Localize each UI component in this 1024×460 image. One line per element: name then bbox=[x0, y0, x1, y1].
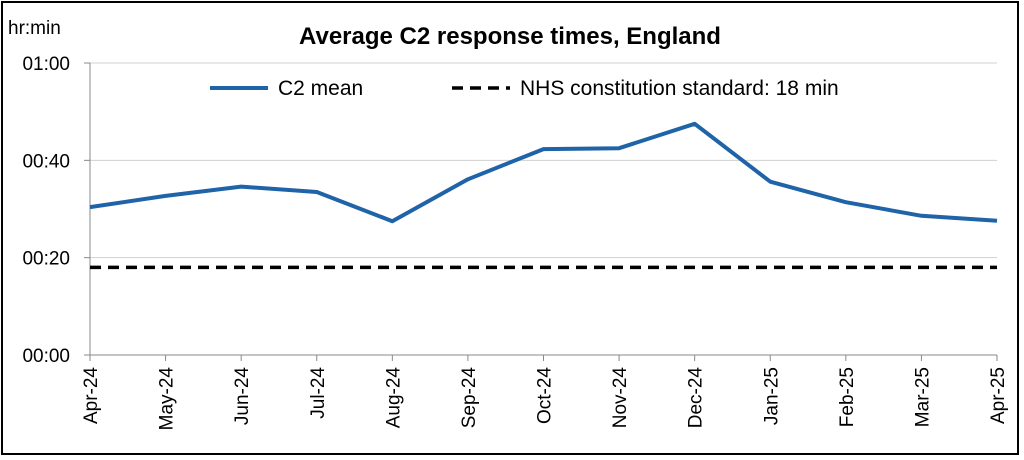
gridlines bbox=[90, 62, 997, 259]
axes bbox=[84, 62, 998, 361]
x-tick-label: Oct-24 bbox=[535, 367, 556, 424]
x-tick-label: Mar-25 bbox=[912, 367, 933, 427]
y-tick-label: 00:20 bbox=[22, 249, 70, 270]
x-tick-label: Feb-25 bbox=[837, 367, 858, 427]
series-lines bbox=[89, 121, 998, 270]
x-tick-label: Aug-24 bbox=[383, 367, 404, 429]
x-tick-label: Apr-24 bbox=[81, 367, 102, 424]
y-tick-label: 00:40 bbox=[22, 151, 70, 172]
x-tick-label: May-24 bbox=[157, 367, 178, 431]
x-tick-label: Jun-24 bbox=[232, 367, 253, 426]
y-tick-label: 01:00 bbox=[22, 54, 70, 75]
y-axis-unit-label: hr:min bbox=[8, 18, 61, 39]
x-tick-label: Sep-24 bbox=[459, 367, 480, 429]
x-tick-label: Jan-25 bbox=[761, 367, 782, 425]
series-line-c2-mean bbox=[89, 121, 998, 224]
legend-label-nhs-standard: NHS constitution standard: 18 min bbox=[520, 77, 839, 100]
x-tick-labels: Apr-24 May-24 Jun-24 Jul-24 Aug-24 Sep-24 Oct-… bbox=[81, 367, 1009, 431]
x-tick-label: Dec-24 bbox=[686, 367, 707, 429]
chart-title: Average C2 response times, England bbox=[299, 23, 721, 50]
x-tick-label: Jul-24 bbox=[308, 367, 329, 419]
legend: C2 mean NHS constitution standard: 18 mi… bbox=[210, 77, 839, 100]
x-tick-label: Nov-24 bbox=[610, 367, 631, 429]
legend-label-c2-mean: C2 mean bbox=[278, 77, 363, 100]
x-tick-label: Apr-25 bbox=[988, 367, 1009, 424]
y-tick-label: 00:00 bbox=[22, 346, 70, 367]
y-tick-labels: 00:00 00:20 00:40 01:00 bbox=[22, 54, 70, 367]
